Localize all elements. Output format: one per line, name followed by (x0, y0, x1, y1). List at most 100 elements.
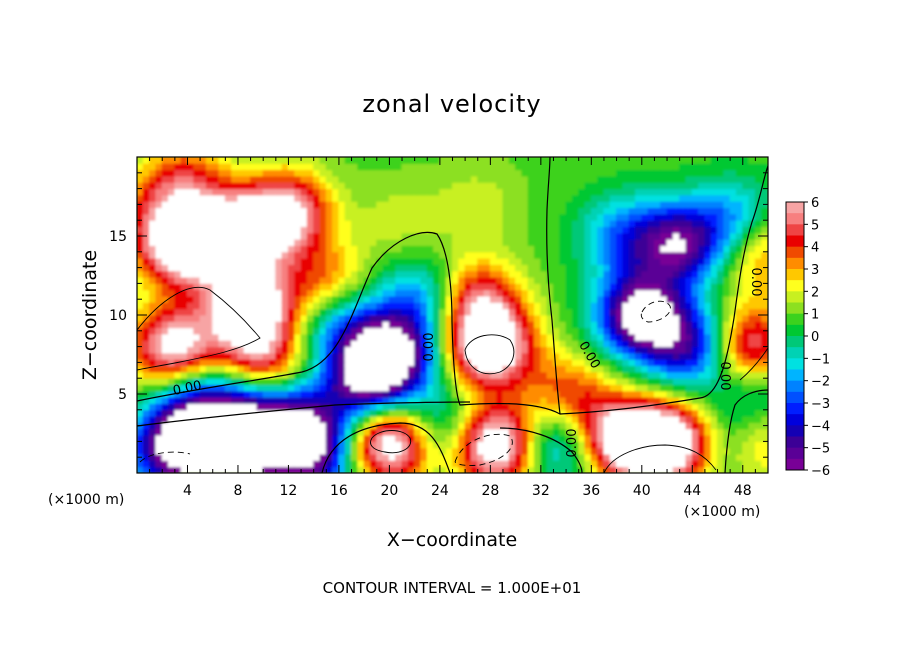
field-cell (205, 320, 214, 329)
field-cell (470, 207, 479, 215)
field-cell (496, 181, 504, 190)
field-cell (237, 396, 245, 404)
field-cell (325, 466, 334, 473)
field-cell (483, 320, 491, 329)
field-cell (218, 320, 226, 329)
field-cell (641, 181, 649, 190)
field-cell (231, 181, 239, 190)
field-cell (275, 339, 283, 348)
field-cell (578, 157, 586, 164)
field-cell (401, 327, 409, 335)
field-cell (168, 459, 176, 468)
field-cell (231, 396, 239, 404)
field-cell (609, 194, 618, 202)
field-cell (597, 314, 605, 322)
field-cell (174, 276, 182, 284)
field-cell (729, 358, 737, 367)
field-cell (647, 244, 655, 253)
field-cell (458, 295, 466, 303)
field-cell (616, 308, 624, 316)
field-cell (609, 434, 618, 442)
field-cell (180, 270, 188, 278)
field-cell (653, 402, 662, 411)
field-cell (338, 384, 346, 392)
field-cell (382, 276, 390, 284)
field-cell (420, 384, 428, 392)
field-cell (306, 384, 315, 392)
field-cell (710, 238, 719, 246)
field-cell (319, 257, 327, 265)
field-cell (250, 289, 258, 297)
field-cell (369, 390, 378, 398)
field-cell (168, 371, 176, 379)
field-cell (527, 327, 536, 335)
field-cell (616, 157, 624, 164)
field-cell (363, 188, 371, 196)
field-cell (685, 244, 693, 253)
field-cell (287, 409, 296, 417)
field-cell (445, 308, 453, 316)
field-cell (212, 169, 220, 177)
field-cell (508, 314, 517, 322)
field-cell (155, 466, 163, 473)
field-cell (137, 346, 144, 354)
field-cell (300, 333, 308, 341)
field-cell (414, 175, 422, 183)
field-cell (546, 244, 554, 253)
field-cell (262, 390, 271, 398)
field-cell (452, 282, 460, 291)
field-cell (508, 282, 517, 291)
field-cell (357, 428, 365, 436)
field-cell (477, 219, 485, 228)
field-cell (508, 453, 517, 461)
field-cell (597, 169, 605, 177)
field-cell (691, 194, 700, 202)
field-cell (325, 428, 334, 436)
field-cell (376, 289, 384, 297)
field-cell (470, 409, 479, 417)
field-cell (660, 409, 668, 417)
field-cell (433, 244, 441, 253)
field-cell (717, 459, 725, 468)
field-cell (489, 440, 498, 449)
field-cell (735, 434, 744, 442)
field-cell (388, 232, 397, 240)
field-cell (521, 276, 529, 284)
field-cell (275, 396, 283, 404)
field-cell (338, 320, 346, 329)
field-cell (287, 396, 296, 404)
field-cell (161, 301, 170, 310)
field-cell (395, 371, 403, 379)
field-cell (142, 282, 151, 291)
field-cell (142, 453, 151, 461)
field-cell (489, 219, 498, 228)
field-cell (224, 207, 233, 215)
field-cell (496, 396, 504, 404)
field-cell (464, 276, 472, 284)
field-cell (168, 333, 176, 341)
field-cell (306, 162, 315, 171)
field-cell (565, 346, 573, 354)
field-cell (180, 276, 188, 284)
field-cell (603, 415, 611, 423)
field-cell (691, 453, 700, 461)
field-cell (174, 415, 182, 423)
field-cell (395, 415, 403, 423)
field-cell (142, 188, 151, 196)
field-cell (319, 365, 327, 373)
field-cell (685, 219, 693, 228)
field-cell (395, 409, 403, 417)
field-cell (578, 194, 586, 202)
field-cell (161, 346, 170, 354)
field-cell (603, 213, 611, 221)
field-cell (433, 226, 441, 234)
field-cell (306, 371, 315, 379)
field-cell (748, 257, 756, 265)
field-cell (742, 251, 750, 259)
field-cell (748, 282, 756, 291)
field-cell (691, 390, 700, 398)
field-cell (332, 219, 340, 228)
field-cell (521, 232, 529, 240)
field-cell (407, 365, 416, 373)
field-cell (262, 453, 271, 461)
